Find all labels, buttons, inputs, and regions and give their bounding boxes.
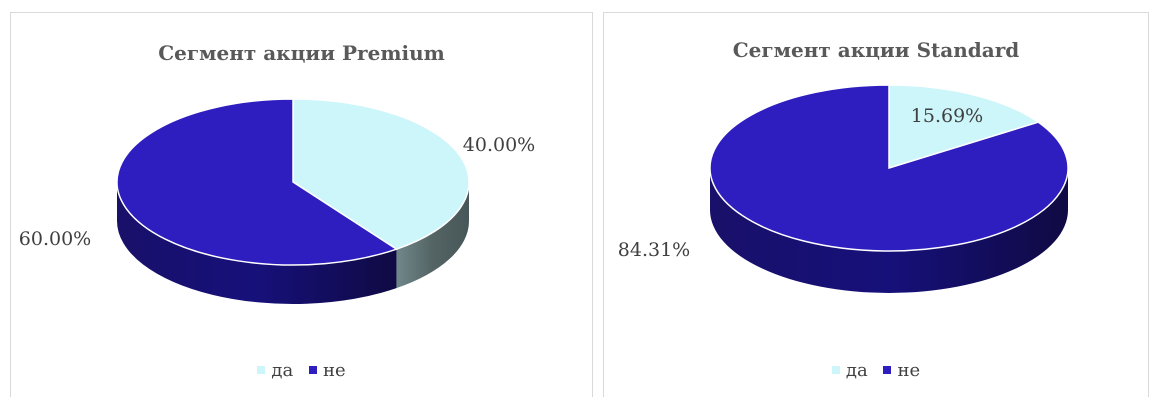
legend-swatch-da (831, 366, 840, 374)
data-label-не: 84.31% (618, 239, 690, 261)
pie-side-не (710, 168, 1068, 293)
data-label-да: 15.69% (911, 105, 983, 127)
legend: да не (11, 358, 592, 381)
pie-slice-да (292, 98, 470, 250)
pie-slice-не (116, 98, 399, 266)
legend-item-ne: не (308, 359, 346, 381)
pie-chart-premium: 40.00% 60.00% (19, 98, 535, 304)
data-label-не: 60.00% (19, 228, 91, 250)
chart-title: Сегмент акции Premium (158, 41, 445, 65)
data-label-да: 40.00% (463, 134, 535, 156)
pie-side-не (117, 182, 397, 304)
chart-panel-premium: Сегмент акции Premium 40.00% 60.00% да не (10, 12, 593, 397)
pie-slice-да (888, 84, 1040, 170)
legend-swatch-ne (883, 366, 892, 374)
chart-title: Сегмент акции Standard (732, 38, 1020, 62)
legend-swatch-da (257, 366, 266, 374)
chart-panel-standard: Сегмент акции Standard 15.69% 84.31% да н… (603, 12, 1149, 397)
pie-slice-не (709, 84, 1069, 252)
legend-item-da: да (257, 360, 293, 381)
legend-label-da: да (271, 359, 294, 381)
legend-label-da: да (845, 359, 868, 381)
pie-side-да (396, 182, 469, 289)
legend-item-da: да (831, 359, 868, 381)
legend-label-ne: не (322, 359, 346, 381)
legend-item-ne: не (883, 360, 920, 381)
legend: да не (604, 358, 1148, 381)
pie-chart-standard: 15.69% 84.31% (618, 84, 1069, 293)
legend-label-ne: не (897, 359, 921, 381)
legend-swatch-ne (308, 366, 317, 374)
